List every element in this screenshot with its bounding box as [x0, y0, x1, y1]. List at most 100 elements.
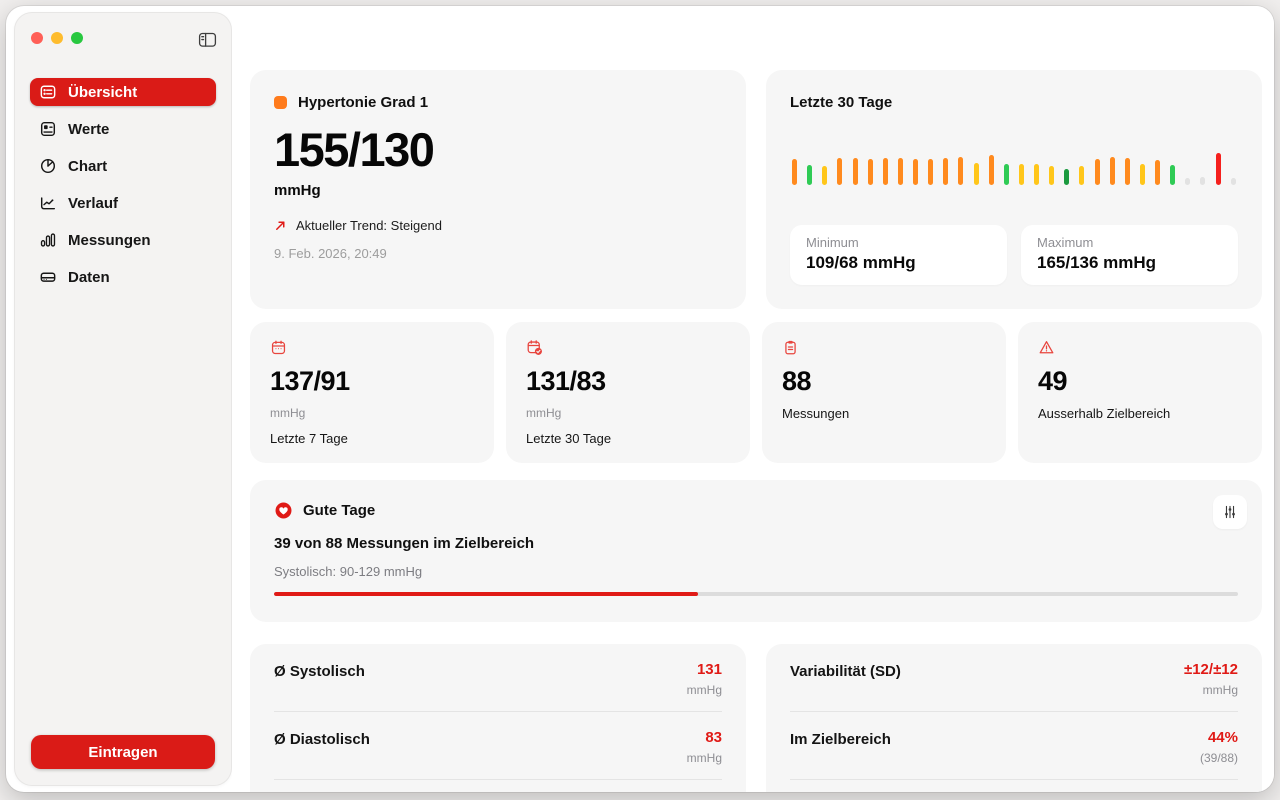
- day-bar: [1079, 166, 1085, 185]
- sidebar-item-verlauf[interactable]: Verlauf: [30, 189, 216, 217]
- good-days-progress-bar: [274, 592, 1238, 596]
- stats-row: 137/91 mmHg Letzte 7 Tage 131/83 mmHg Letzte …: [250, 322, 1262, 463]
- day-bar: [1155, 160, 1160, 185]
- good-days-subtitle: 39 von 88 Messungen im Zielbereich: [274, 535, 535, 552]
- stat-value: 137/91: [270, 366, 350, 396]
- trend-up-icon: [274, 219, 287, 232]
- sidebar: Übersicht Werte Chart Verlauf Messungen Daten…: [14, 12, 232, 786]
- day-bar: [1094, 159, 1100, 185]
- average-row-label: Ø Systolisch: [274, 663, 365, 680]
- maximum-card: Maximum 165/136 mmHg: [1021, 225, 1238, 285]
- day-bar: [1018, 164, 1024, 185]
- bar-chart-icon: [39, 231, 57, 249]
- clipboard-icon: [782, 339, 799, 356]
- stat-value: 88: [782, 366, 812, 396]
- day-bar: [882, 158, 888, 185]
- trend-label: Aktueller Trend: Steigend: [296, 218, 442, 233]
- stat-value: 131/83: [526, 366, 606, 396]
- average-row-sub: mmHg: [686, 751, 722, 765]
- day-bar: [867, 159, 873, 185]
- calendar-icon: [270, 339, 287, 356]
- day-bar: [913, 159, 918, 185]
- sidebar-item-daten[interactable]: Daten: [30, 263, 216, 291]
- calendar-check-icon: [526, 339, 543, 356]
- day-bar: [928, 159, 934, 185]
- last-30-days-title: Letzte 30 Tage: [790, 94, 893, 111]
- add-entry-button[interactable]: Eintragen: [31, 735, 215, 769]
- window-minimize-button[interactable]: [51, 32, 63, 44]
- average-row-label: Ø Diastolisch: [274, 731, 370, 748]
- day-bar: [897, 158, 903, 185]
- metric-row-value: 44%: [1207, 729, 1238, 746]
- average-row: Ø Systolisch 131 mmHg: [274, 644, 722, 712]
- day-bar: [1139, 164, 1145, 185]
- maximum-value: 165/136 mmHg: [1037, 253, 1157, 272]
- sidebar-item-label: Messungen: [68, 231, 151, 249]
- metric-row-sub: (39/88): [1199, 751, 1238, 765]
- average-row: Ø Diastolisch 83 mmHg: [274, 712, 722, 780]
- stat-card-last-7-days: 137/91 mmHg Letzte 7 Tage: [250, 322, 494, 463]
- sidebar-nav: Übersicht Werte Chart Verlauf Messungen Daten: [15, 78, 231, 291]
- day-bar: [1185, 178, 1191, 185]
- average-row-sub: mmHg: [686, 683, 722, 697]
- sidebar-item-werte[interactable]: Werte: [30, 115, 216, 143]
- sidebar-item-uebersicht[interactable]: Übersicht: [30, 78, 216, 106]
- sidebar-item-chart[interactable]: Chart: [30, 152, 216, 180]
- window-close-button[interactable]: [31, 32, 43, 44]
- pie-chart-icon: [39, 157, 57, 175]
- day-bar: [1230, 178, 1236, 185]
- day-bar: [973, 163, 979, 185]
- sidebar-item-label: Chart: [68, 157, 108, 175]
- sliders-icon: [1222, 504, 1238, 520]
- metric-row: Compliance-Rate90%: [790, 780, 1238, 792]
- day-bar: [1124, 158, 1130, 185]
- stat-label: Letzte 7 Tage: [270, 431, 348, 446]
- sidebar-item-label: Übersicht: [68, 83, 138, 101]
- metric-row-label: Variabilität (SD): [790, 663, 901, 680]
- day-bar: [943, 158, 949, 185]
- last-30-days-bar-strip: [790, 151, 1238, 185]
- stat-card-out-of-range: 49 Ausserhalb Zielbereich: [1018, 322, 1262, 463]
- last-30-days-card: Letzte 30 Tage Minimum 109/68 mmHg Maxim…: [766, 70, 1262, 309]
- day-bar: [1215, 153, 1221, 185]
- good-days-title: Gute Tage: [303, 502, 376, 519]
- sidebar-toggle-button[interactable]: [195, 29, 219, 51]
- metric-row-sub: mmHg: [1202, 683, 1238, 697]
- category-indicator-icon: [274, 96, 287, 109]
- stat-value: 49: [1038, 366, 1068, 396]
- sidebar-item-messungen[interactable]: Messungen: [30, 226, 216, 254]
- traffic-lights: [31, 26, 217, 44]
- day-bar: [958, 157, 964, 185]
- heart-circle-icon: [274, 501, 293, 520]
- latest-reading-card: Hypertonie Grad 1 155/130 mmHg Aktueller…: [250, 70, 746, 309]
- sidebar-item-label: Verlauf: [68, 194, 119, 212]
- main-content: Hypertonie Grad 1 155/130 mmHg Aktueller…: [232, 6, 1274, 792]
- average-row-value: 131: [696, 661, 722, 678]
- maximum-label: Maximum: [1037, 235, 1094, 250]
- good-days-row: Gute Tage 39 von 88 Messungen im Zielber…: [250, 480, 1262, 622]
- target-range-settings-button[interactable]: [1213, 495, 1247, 529]
- stat-label: Ausserhalb Zielbereich: [1038, 406, 1171, 421]
- metrics-card: Variabilität (SD) ±12/±12 mmHg Im Zielberei…: [766, 644, 1262, 792]
- metric-row-label: Im Zielbereich: [790, 731, 891, 748]
- day-bar: [822, 166, 828, 185]
- stat-card-measurements: 88 Messungen: [762, 322, 1006, 463]
- metric-row: Variabilität (SD) ±12/±12 mmHg: [790, 644, 1238, 712]
- line-chart-icon: [39, 194, 57, 212]
- window-zoom-button[interactable]: [71, 32, 83, 44]
- trend-row: Aktueller Trend: Steigend: [274, 218, 722, 233]
- average-row-value: 83: [705, 729, 722, 746]
- metric-row-value: ±12/±12: [1183, 661, 1238, 678]
- day-bar: [852, 158, 858, 185]
- sidebar-item-label: Werte: [68, 120, 110, 138]
- sidebar-toggle-icon: [198, 32, 217, 48]
- stat-label: Messungen: [782, 406, 850, 421]
- day-bar: [1064, 169, 1070, 185]
- good-days-card: Gute Tage 39 von 88 Messungen im Zielber…: [250, 480, 1262, 622]
- latest-bp-unit: mmHg: [274, 182, 321, 199]
- sidebar-item-label: Daten: [68, 268, 110, 286]
- minimum-value: 109/68 mmHg: [806, 253, 916, 272]
- app-window: Übersicht Werte Chart Verlauf Messungen Daten…: [6, 6, 1274, 792]
- values-card-icon: [39, 120, 57, 138]
